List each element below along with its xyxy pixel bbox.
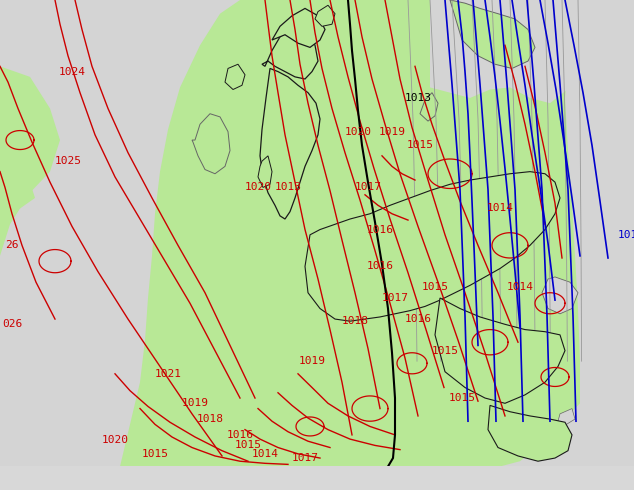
Polygon shape bbox=[305, 172, 560, 321]
Text: 1019: 1019 bbox=[378, 126, 406, 137]
Text: 1020: 1020 bbox=[245, 182, 271, 193]
Polygon shape bbox=[315, 5, 335, 26]
Text: 1024: 1024 bbox=[58, 67, 86, 76]
Polygon shape bbox=[272, 8, 325, 48]
Text: 1019: 1019 bbox=[181, 398, 209, 408]
Polygon shape bbox=[5, 177, 35, 208]
Polygon shape bbox=[0, 66, 60, 256]
Text: 1016: 1016 bbox=[226, 430, 254, 440]
Text: 1015: 1015 bbox=[422, 282, 448, 293]
Polygon shape bbox=[430, 0, 634, 103]
Polygon shape bbox=[538, 345, 555, 363]
Text: 1017: 1017 bbox=[292, 453, 318, 463]
Text: 1015: 1015 bbox=[235, 441, 261, 450]
Polygon shape bbox=[450, 0, 535, 69]
Text: 1016: 1016 bbox=[366, 224, 394, 235]
Polygon shape bbox=[488, 405, 572, 461]
Polygon shape bbox=[225, 64, 245, 90]
Text: 26: 26 bbox=[5, 241, 19, 250]
Text: 1015: 1015 bbox=[448, 393, 476, 403]
Text: 1017: 1017 bbox=[354, 182, 382, 193]
Polygon shape bbox=[420, 93, 438, 121]
Text: 1020: 1020 bbox=[344, 126, 372, 137]
Polygon shape bbox=[262, 26, 318, 79]
Text: 1012: 1012 bbox=[618, 230, 634, 240]
Text: 1013: 1013 bbox=[404, 93, 432, 103]
Text: 1015: 1015 bbox=[432, 345, 458, 356]
Polygon shape bbox=[260, 69, 320, 219]
Polygon shape bbox=[192, 114, 230, 174]
Polygon shape bbox=[542, 277, 578, 314]
Polygon shape bbox=[435, 298, 565, 403]
Text: 1016: 1016 bbox=[404, 314, 432, 324]
Polygon shape bbox=[490, 377, 510, 395]
Polygon shape bbox=[258, 156, 272, 188]
Text: 1014: 1014 bbox=[507, 282, 533, 293]
Text: Su 02-06-2024 18:00 UTC (00+90): Su 02-06-2024 18:00 UTC (00+90) bbox=[380, 472, 628, 485]
Text: Surface pressure [hPa] UK-Global: Surface pressure [hPa] UK-Global bbox=[6, 472, 262, 485]
Text: 026: 026 bbox=[2, 319, 22, 329]
Polygon shape bbox=[565, 0, 634, 466]
Polygon shape bbox=[0, 0, 240, 466]
Text: 1013: 1013 bbox=[275, 182, 302, 193]
Text: 1021: 1021 bbox=[155, 369, 181, 379]
Text: 1020: 1020 bbox=[101, 435, 129, 445]
Text: 1015: 1015 bbox=[406, 140, 434, 150]
Text: 1019: 1019 bbox=[299, 356, 325, 366]
Text: 1018: 1018 bbox=[342, 316, 368, 326]
Polygon shape bbox=[558, 409, 575, 426]
Text: 1015: 1015 bbox=[141, 449, 169, 459]
Text: 1017: 1017 bbox=[382, 293, 408, 303]
Text: 1014: 1014 bbox=[486, 203, 514, 214]
Text: 1014: 1014 bbox=[252, 449, 278, 459]
Text: 1016: 1016 bbox=[366, 261, 394, 271]
Text: 1018: 1018 bbox=[197, 414, 224, 424]
Text: 1025: 1025 bbox=[55, 156, 82, 166]
Polygon shape bbox=[500, 340, 634, 466]
